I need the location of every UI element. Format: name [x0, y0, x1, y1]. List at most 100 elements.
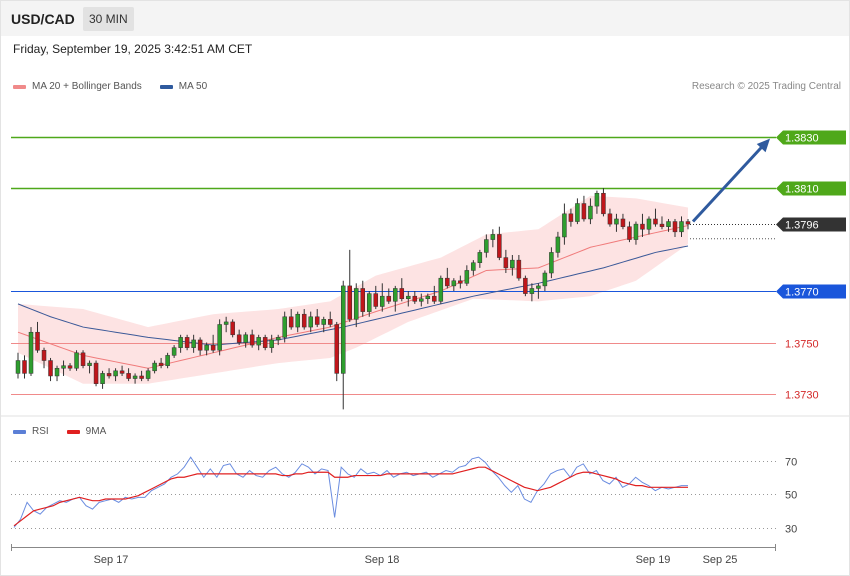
candle — [607, 208, 613, 227]
candle — [314, 309, 320, 328]
candle-body — [542, 272, 548, 287]
candle — [126, 368, 131, 382]
candle-body — [607, 213, 613, 225]
candle-body — [236, 334, 242, 343]
candle-body — [87, 362, 92, 366]
candle-body — [132, 375, 138, 379]
candle — [503, 249, 509, 274]
candle-body — [275, 337, 281, 341]
candle — [360, 280, 366, 317]
candle — [672, 218, 678, 237]
candle-body — [490, 234, 496, 240]
candle — [295, 311, 300, 333]
candle-body — [679, 221, 684, 233]
rsi-level-label-30: 30 — [785, 524, 797, 536]
level-tag-1.3810 — [776, 181, 846, 196]
candle — [334, 321, 339, 382]
bollinger-band — [18, 195, 688, 384]
candle-body — [432, 295, 437, 302]
candle-body — [568, 213, 574, 222]
candle-body — [646, 218, 652, 230]
candle-body — [217, 324, 222, 351]
candle — [288, 309, 294, 330]
candle-body — [256, 337, 261, 346]
level-tag-1.3770 — [776, 284, 846, 299]
candle-body — [529, 288, 535, 294]
candle — [588, 198, 593, 225]
candle — [327, 311, 333, 328]
candle-body — [80, 352, 86, 366]
candle-body — [113, 370, 118, 377]
candle-body — [204, 344, 209, 351]
candle — [575, 198, 580, 225]
candle-body — [327, 319, 333, 325]
credit-text: Research © 2025 Trading Central — [691, 81, 841, 92]
candle-body — [562, 213, 567, 238]
candle-body — [503, 257, 509, 269]
candle — [223, 316, 229, 333]
candle — [100, 370, 105, 389]
legend-swatch-ma50 — [159, 84, 173, 89]
candle-body — [347, 285, 352, 320]
candle-body — [314, 316, 320, 325]
candle-body — [301, 313, 307, 328]
candle — [438, 275, 444, 304]
level-tag-1.3830 — [776, 130, 846, 145]
rsi-level-label-70: 70 — [785, 457, 797, 469]
candle-body — [380, 295, 385, 307]
candle-body — [523, 277, 528, 294]
candle — [158, 357, 164, 369]
candle — [627, 221, 632, 243]
candle — [620, 213, 626, 230]
candle — [445, 267, 450, 289]
legend-label-ma50: MA 50 — [178, 81, 208, 92]
level-tag-1.3796 — [776, 217, 846, 232]
candle — [523, 275, 528, 297]
candle-body — [22, 360, 27, 374]
candle — [666, 218, 671, 232]
candle — [87, 360, 92, 374]
candle-body — [393, 288, 398, 302]
candle — [282, 311, 287, 343]
candle-body — [471, 262, 476, 271]
candle-body — [484, 239, 489, 253]
level-label-1.3830: 1.3830 — [785, 133, 819, 145]
candle — [490, 229, 496, 248]
candle — [659, 216, 665, 230]
candle — [139, 370, 144, 382]
candle — [354, 283, 359, 328]
candle-body — [210, 344, 216, 351]
candle-body — [458, 280, 463, 284]
candle — [549, 247, 554, 279]
candle-body — [184, 337, 190, 348]
candle-body — [223, 321, 229, 325]
level-label-1.3750: 1.3750 — [785, 339, 819, 351]
candle-body — [581, 203, 587, 220]
candle-body — [295, 313, 300, 328]
candle-body — [139, 375, 144, 379]
x-tick-label: Sep 25 — [703, 554, 738, 566]
candle-body — [93, 362, 99, 384]
candle — [321, 316, 326, 333]
candle — [646, 216, 652, 235]
candle-body — [48, 360, 53, 377]
candle — [67, 363, 73, 371]
candle — [685, 218, 691, 230]
candle — [269, 334, 274, 353]
candle-body — [627, 226, 632, 240]
candle-body — [334, 324, 339, 374]
candle — [510, 255, 515, 276]
candle — [230, 319, 235, 338]
candle-body — [243, 334, 248, 343]
legend-label-9ma: 9MA — [85, 426, 107, 437]
candle-body — [614, 218, 619, 225]
candle — [380, 283, 385, 312]
timeframe-badge[interactable]: 30 MIN — [83, 7, 134, 31]
candle — [249, 329, 255, 348]
level-label-1.3810: 1.3810 — [785, 184, 819, 196]
candle-body — [653, 218, 658, 225]
candle — [367, 291, 372, 317]
ma50-line — [17, 245, 689, 346]
candle — [28, 327, 34, 376]
candle — [568, 208, 574, 227]
